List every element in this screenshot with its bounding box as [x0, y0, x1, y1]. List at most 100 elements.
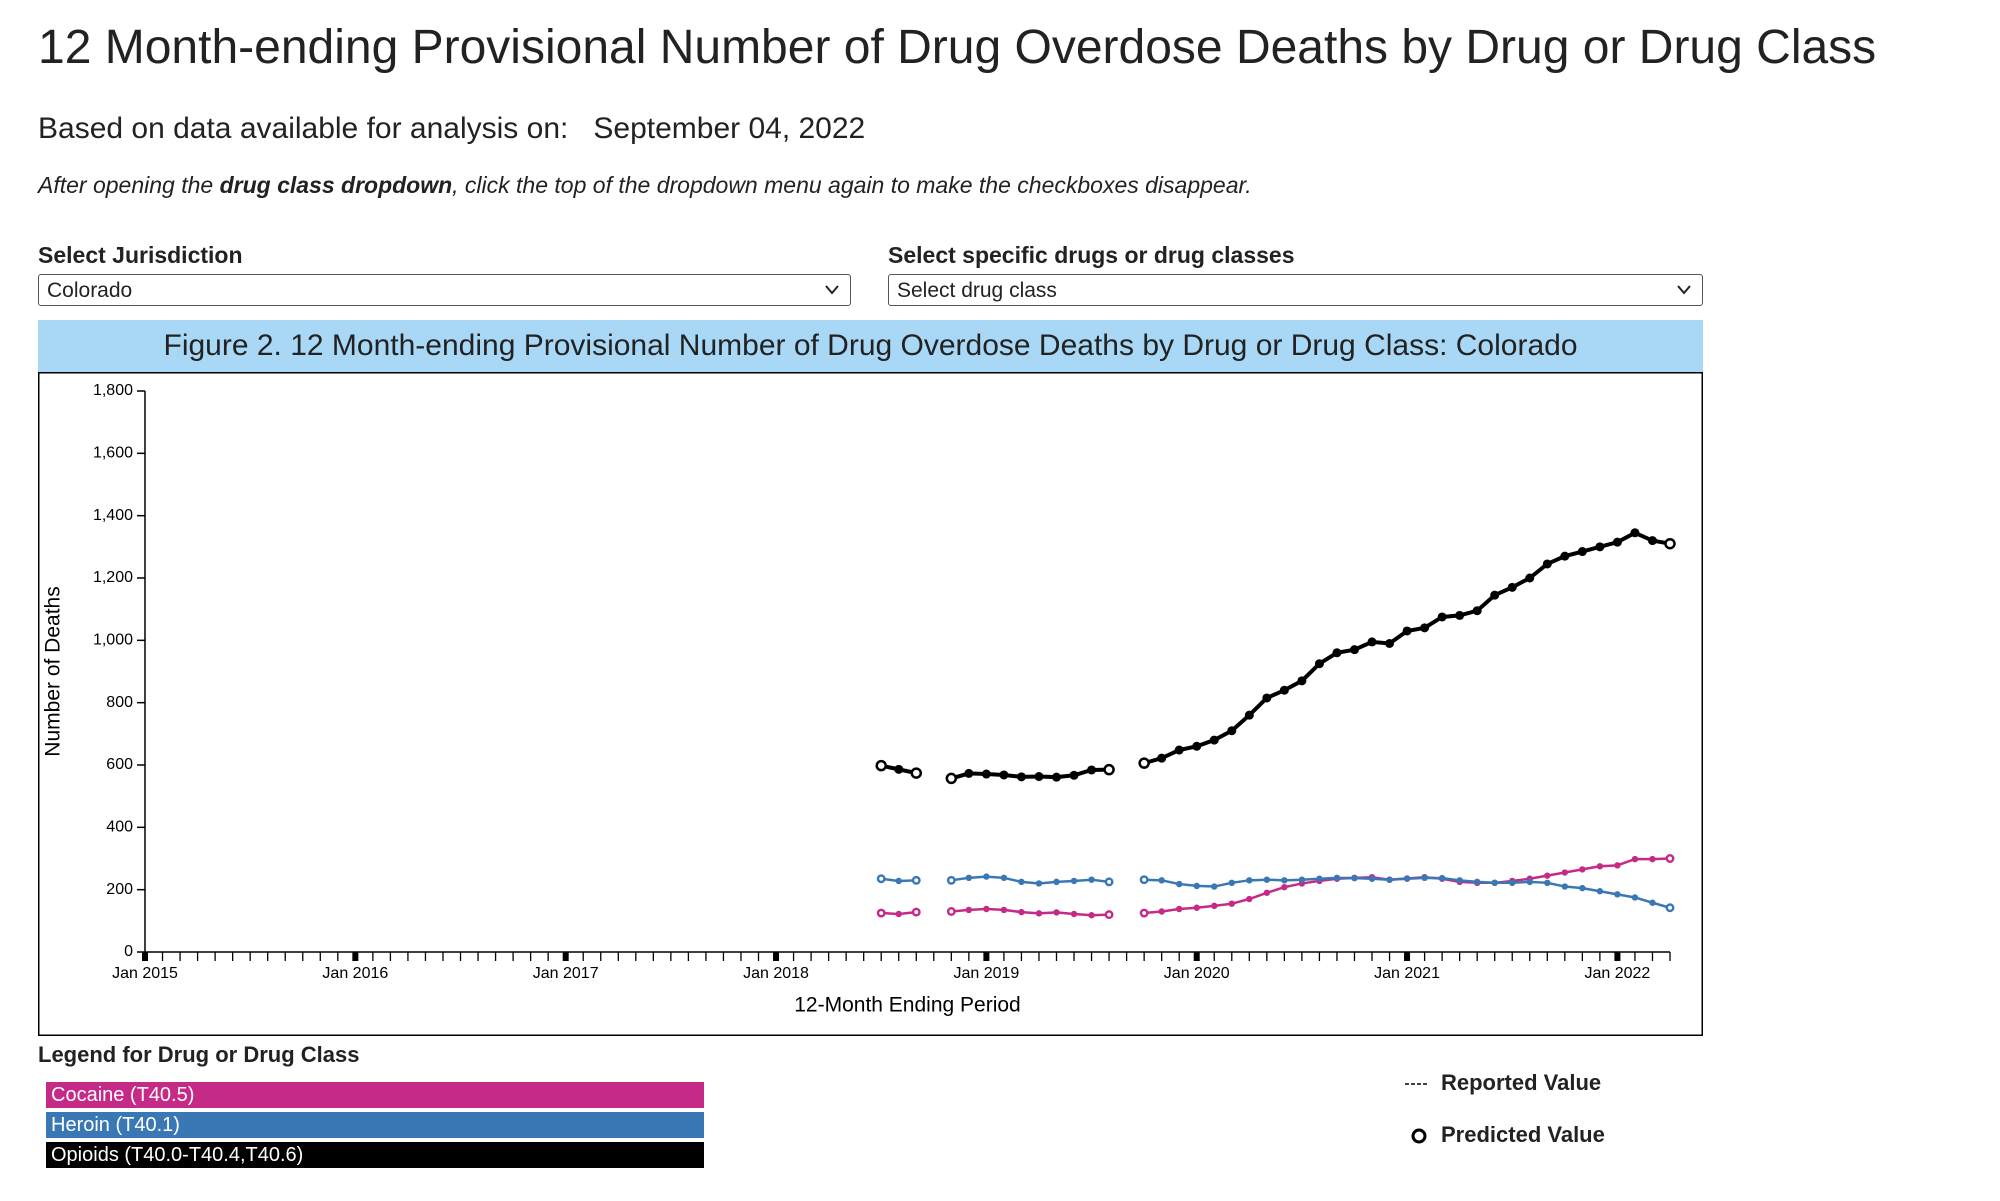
data-point	[1385, 638, 1395, 648]
data-point	[1596, 863, 1604, 870]
data-point	[1227, 726, 1237, 736]
predicted-point	[946, 907, 956, 916]
y-tick-label: 0	[124, 943, 133, 960]
x-tick-label: Jan 2022	[1584, 965, 1650, 982]
data-point	[1473, 878, 1481, 886]
data-point	[1263, 889, 1271, 896]
legend-entry[interactable]: Cocaine (T40.5)	[46, 1082, 704, 1108]
predicted-point	[1138, 757, 1150, 769]
data-point	[1158, 908, 1165, 915]
y-tick-label: 1,000	[93, 632, 133, 649]
predicted-point	[876, 908, 886, 918]
x-tick	[983, 952, 990, 961]
data-point	[1332, 648, 1342, 658]
instruction-text: After opening the	[38, 172, 220, 198]
legend-entry[interactable]: Heroin (T40.1)	[46, 1112, 704, 1138]
data-point	[1456, 877, 1463, 884]
data-point	[1211, 883, 1218, 890]
series-line	[881, 875, 1671, 909]
data-point	[1561, 869, 1569, 876]
data-point	[1577, 547, 1587, 557]
data-point	[1209, 735, 1219, 745]
data-point	[1314, 659, 1324, 669]
y-axis-title: Number of Deaths	[42, 586, 65, 756]
chart: 0 200 400 600 800 1,000 1,200 1,400 1,600 1,800 Ja…	[38, 372, 1703, 1036]
data-point	[1579, 884, 1586, 892]
data-point	[1579, 866, 1586, 873]
data-point	[1491, 879, 1498, 887]
x-axis-title: 12-Month Ending Period	[794, 994, 1020, 1017]
date-line: Based on data available for analysis on:…	[38, 112, 865, 146]
data-point	[1088, 912, 1095, 919]
jurisdiction-select[interactable]: Colorado	[38, 274, 851, 306]
x-tick-label: Jan 2021	[1374, 965, 1440, 982]
jurisdiction-value: Colorado	[47, 279, 133, 302]
y-tick-label: 1,600	[93, 445, 133, 462]
x-tick-label: Jan 2019	[953, 965, 1019, 982]
data-point	[983, 873, 990, 880]
data-point	[1193, 882, 1200, 890]
data-point	[1596, 888, 1604, 895]
data-point	[1509, 879, 1516, 887]
predicted-point	[1104, 877, 1114, 887]
predicted-point	[1664, 537, 1676, 550]
data-point	[1316, 875, 1323, 882]
legend-entry[interactable]: Opioids (T40.0-T40.4,T40.6)	[46, 1142, 704, 1168]
x-tick-label: Jan 2015	[112, 965, 178, 982]
chart-border	[38, 372, 1703, 1036]
data-point	[1000, 906, 1008, 914]
data-point	[1544, 879, 1551, 887]
data-point	[1349, 645, 1359, 655]
data-point	[983, 905, 990, 913]
data-point	[1507, 582, 1517, 592]
series-line	[881, 857, 1671, 917]
data-point	[1647, 536, 1657, 546]
data-point	[894, 764, 904, 774]
predicted-point	[1665, 854, 1675, 863]
data-point	[1544, 872, 1551, 879]
data-point	[1211, 902, 1218, 910]
data-point	[1649, 899, 1656, 906]
data-point	[1351, 874, 1358, 882]
predicted-point	[1139, 908, 1149, 918]
data-point	[1421, 874, 1428, 882]
x-tick	[352, 952, 359, 961]
predicted-point	[875, 759, 887, 772]
data-point	[1175, 905, 1183, 913]
data-point	[965, 874, 973, 882]
predicted-point	[945, 772, 958, 785]
data-point	[1051, 772, 1061, 782]
y-tick-label: 1,200	[93, 569, 133, 586]
drug-value: Select drug class	[897, 279, 1057, 302]
data-point	[1649, 855, 1656, 863]
data-point	[1244, 710, 1254, 720]
date: September 04, 2022	[593, 112, 866, 145]
data-point	[1158, 877, 1165, 884]
data-point	[1035, 910, 1043, 917]
data-point	[1228, 879, 1235, 887]
x-tick-label: Jan 2016	[322, 965, 388, 982]
data-point	[1016, 772, 1026, 782]
data-point	[1174, 745, 1184, 755]
data-point	[1087, 765, 1097, 775]
data-point	[1386, 876, 1393, 883]
data-point	[1402, 626, 1412, 636]
data-point	[981, 769, 991, 779]
data-point	[1070, 910, 1078, 918]
x-tick	[1193, 952, 1200, 961]
data-point	[1614, 891, 1621, 898]
x-tick	[1404, 952, 1411, 961]
data-point	[1018, 908, 1025, 916]
predicted-symbol	[1411, 1128, 1427, 1144]
data-point	[1614, 862, 1621, 869]
y-tick-label: 200	[106, 881, 133, 898]
data-point	[1490, 590, 1500, 600]
data-point	[1281, 883, 1288, 891]
figure-title: Figure 2. 12 Month-ending Provisional Nu…	[38, 320, 1703, 372]
data-point	[1612, 537, 1622, 547]
drug-select[interactable]: Select drug class	[888, 274, 1703, 306]
data-point	[1281, 877, 1288, 884]
y-tick-label: 600	[106, 756, 133, 773]
data-point	[1053, 909, 1060, 916]
